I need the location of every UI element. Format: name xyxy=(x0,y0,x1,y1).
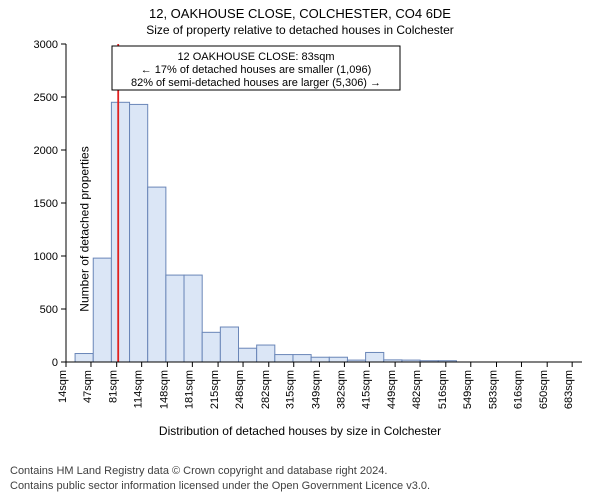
svg-text:114sqm: 114sqm xyxy=(133,370,145,408)
svg-text:1500: 1500 xyxy=(34,198,58,210)
svg-text:81sqm: 81sqm xyxy=(108,370,120,403)
svg-text:382sqm: 382sqm xyxy=(335,370,347,409)
svg-text:650sqm: 650sqm xyxy=(538,370,550,409)
svg-text:1000: 1000 xyxy=(34,251,58,263)
svg-text:215sqm: 215sqm xyxy=(209,370,221,409)
svg-text:500: 500 xyxy=(40,304,58,316)
svg-text:583sqm: 583sqm xyxy=(488,370,500,409)
svg-text:549sqm: 549sqm xyxy=(462,370,474,409)
svg-text:47sqm: 47sqm xyxy=(82,370,94,403)
svg-text:315sqm: 315sqm xyxy=(285,370,297,409)
svg-text:0: 0 xyxy=(52,357,58,369)
svg-text:181sqm: 181sqm xyxy=(183,370,195,409)
attribution-footer: Contains HM Land Registry data © Crown c… xyxy=(10,464,590,494)
svg-text:248sqm: 248sqm xyxy=(234,370,246,409)
svg-text:3000: 3000 xyxy=(34,39,58,51)
svg-text:415sqm: 415sqm xyxy=(360,370,372,409)
page-subtitle: Size of property relative to detached ho… xyxy=(0,23,600,37)
svg-text:148sqm: 148sqm xyxy=(158,370,170,409)
svg-text:2000: 2000 xyxy=(34,145,58,157)
svg-text:282sqm: 282sqm xyxy=(260,370,272,409)
svg-text:349sqm: 349sqm xyxy=(310,370,322,409)
chart-container: Number of detached properties 0 500 1000 15… xyxy=(0,38,600,420)
svg-text:82% of semi-detached houses ar: 82% of semi-detached houses are larger (… xyxy=(131,77,381,89)
svg-text:← 17% of detached houses are s: ← 17% of detached houses are smaller (1,… xyxy=(141,64,372,76)
svg-text:449sqm: 449sqm xyxy=(386,370,398,409)
footer-line-2: Contains public sector information licen… xyxy=(10,479,590,494)
page-title: 12, OAKHOUSE CLOSE, COLCHESTER, CO4 6DE xyxy=(0,0,600,23)
svg-text:516sqm: 516sqm xyxy=(437,370,449,409)
svg-text:12 OAKHOUSE CLOSE: 83sqm: 12 OAKHOUSE CLOSE: 83sqm xyxy=(177,51,334,63)
y-axis-label: Number of detached properties xyxy=(78,146,92,311)
svg-text:616sqm: 616sqm xyxy=(512,370,524,409)
svg-text:482sqm: 482sqm xyxy=(411,370,423,409)
svg-text:14sqm: 14sqm xyxy=(57,370,69,403)
svg-text:2500: 2500 xyxy=(34,92,58,104)
x-axis-label: Distribution of detached houses by size … xyxy=(0,424,600,438)
footer-line-1: Contains HM Land Registry data © Crown c… xyxy=(10,464,590,479)
svg-text:683sqm: 683sqm xyxy=(563,370,575,409)
